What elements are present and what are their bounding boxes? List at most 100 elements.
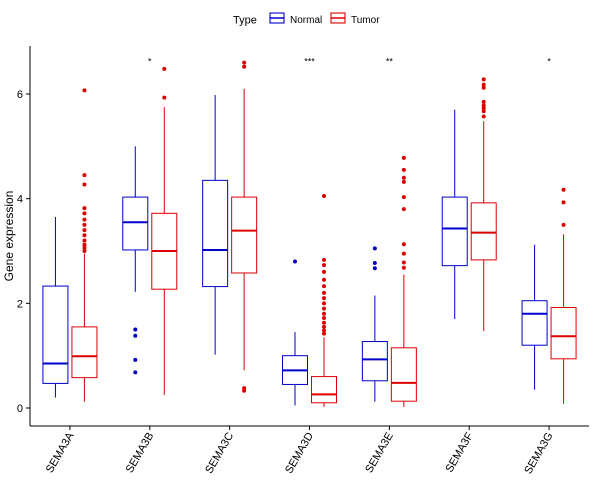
outlier-point [82, 88, 87, 93]
x-tick-label-sema3f: SEMA3F [443, 430, 476, 474]
outlier-point [401, 207, 406, 212]
y-axis-title: Gene expression [2, 191, 16, 282]
outlier-point [82, 211, 87, 216]
outlier-point [481, 82, 486, 87]
outlier-point [82, 249, 87, 253]
outlier-point [322, 320, 326, 325]
outlier-point [322, 284, 326, 289]
box-normal-sema3a [42, 216, 69, 398]
outlier-point [322, 194, 326, 199]
outlier-point [242, 388, 247, 393]
outlier-point [322, 296, 326, 301]
outlier-point [322, 324, 326, 329]
box-normal-sema3d [282, 259, 308, 406]
significance-sema3e: ** [386, 57, 394, 67]
outlier-point [82, 173, 87, 178]
outlier-point [481, 109, 486, 114]
outlier-point [293, 259, 297, 264]
outlier-point [372, 246, 377, 251]
outlier-point [322, 263, 326, 268]
y-tick-label: 6 [17, 89, 23, 101]
outlier-point [82, 242, 87, 247]
outlier-point [322, 277, 326, 282]
significance-sema3d: *** [304, 57, 315, 67]
legend-label-tumor: Tumor [351, 15, 380, 26]
box-body [470, 202, 497, 261]
outlier-point [481, 99, 486, 104]
x-tick-label-sema3b: SEMA3B [124, 431, 157, 476]
outlier-point [322, 290, 326, 295]
outlier-point [401, 251, 406, 256]
box-body [42, 285, 69, 384]
box-normal-sema3e [361, 246, 388, 402]
significance-sema3b: * [148, 57, 152, 67]
outlier-point [401, 195, 406, 200]
outlier-point [82, 182, 87, 187]
outlier-point [82, 245, 87, 250]
box-normal-sema3b [122, 146, 149, 375]
outlier-point [162, 95, 167, 100]
outlier-point [242, 60, 247, 65]
box-tumor-sema3d [311, 194, 337, 407]
box-normal-sema3f [441, 109, 468, 320]
legend-key-tumor [330, 12, 346, 24]
legend-key-normal [269, 12, 285, 24]
outlier-point [481, 114, 486, 119]
box-normal-sema3c [202, 95, 229, 355]
outlier-point [372, 261, 377, 266]
outlier-point [133, 327, 138, 332]
outlier-point [322, 315, 326, 320]
box-body [202, 179, 229, 288]
box-body [441, 196, 468, 267]
outlier-point [561, 200, 566, 205]
outlier-point [82, 206, 87, 211]
outlier-point [322, 328, 326, 333]
outlier-point [401, 175, 406, 180]
outlier-point [82, 233, 87, 238]
y-tick-label: 4 [17, 194, 23, 206]
x-tick-label-sema3a: SEMA3A [44, 430, 77, 475]
outlier-point [561, 222, 566, 227]
box-tumor-sema3a [71, 88, 98, 402]
y-tick-label: 2 [17, 298, 23, 310]
box-tumor-sema3c [231, 60, 258, 393]
outlier-point [322, 301, 326, 306]
box-tumor-sema3e [390, 155, 417, 407]
box-body [122, 196, 149, 251]
box-body [361, 341, 388, 382]
box-body [231, 196, 258, 274]
box-body [550, 307, 577, 360]
x-tick-label-sema3c: SEMA3C [203, 430, 236, 475]
box-body [311, 376, 337, 404]
outlier-point [82, 222, 87, 227]
y-tick-label: 0 [17, 403, 23, 415]
box-body [521, 300, 548, 346]
box-normal-sema3g [521, 244, 548, 390]
x-tick-label-sema3d: SEMA3D [283, 430, 316, 475]
outlier-point [401, 260, 406, 265]
box-tumor-sema3b [151, 66, 178, 395]
x-tick-label-sema3e: SEMA3E [363, 431, 396, 476]
outlier-point [322, 331, 326, 336]
x-tick-label-sema3g: SEMA3G [522, 431, 555, 477]
outlier-point [561, 187, 566, 192]
box-tumor-sema3f [470, 77, 497, 332]
outlier-point [322, 311, 326, 316]
legend-label-normal: Normal [290, 15, 322, 26]
outlier-point [401, 242, 406, 247]
outlier-point [322, 269, 326, 274]
outlier-point [372, 266, 377, 271]
outlier-point [162, 66, 167, 71]
box-body [71, 326, 98, 379]
outlier-point [133, 333, 138, 338]
box-tumor-sema3g [550, 187, 577, 404]
outlier-point [322, 306, 326, 311]
outlier-point [401, 179, 406, 184]
plot-area: 0 2 4 6 SEMA3A SEMA3B * SEMA3C SEMA3D *** SEMA3E **… [17, 57, 577, 477]
outlier-point [242, 64, 247, 69]
outlier-point [401, 155, 406, 160]
outlier-point [82, 238, 87, 243]
outlier-point [481, 85, 486, 90]
outlier-point [82, 228, 87, 233]
